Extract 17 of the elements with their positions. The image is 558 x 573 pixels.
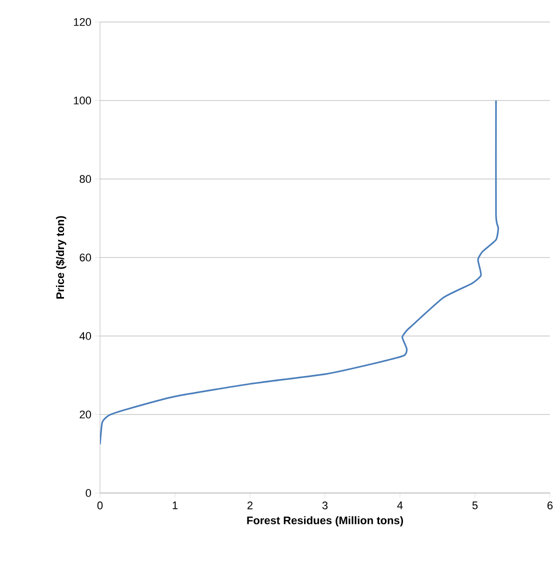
x-tick-label: 3 — [322, 502, 328, 510]
x-tick-label: 6 — [548, 502, 553, 510]
y-tick-label: 60 — [80, 254, 92, 262]
x-tick-label: 5 — [472, 502, 478, 510]
y-tick-label: 0 — [86, 489, 92, 497]
x-tick-label: 2 — [247, 502, 253, 510]
y-tick-label: 120 — [74, 18, 92, 26]
x-axis-title: Forest Residues (Million tons) — [247, 516, 403, 526]
y-tick-label: 100 — [74, 96, 92, 104]
x-tick-label: 0 — [97, 502, 103, 510]
line-series — [100, 100, 500, 446]
x-tick-label: 1 — [172, 502, 178, 510]
y-axis-title: Price ($/dry ton) — [56, 216, 66, 299]
x-tick-label: 4 — [397, 502, 403, 510]
y-tick-label: 20 — [80, 410, 92, 418]
y-tick-label: 80 — [80, 175, 92, 183]
y-tick-label: 40 — [79, 332, 92, 340]
